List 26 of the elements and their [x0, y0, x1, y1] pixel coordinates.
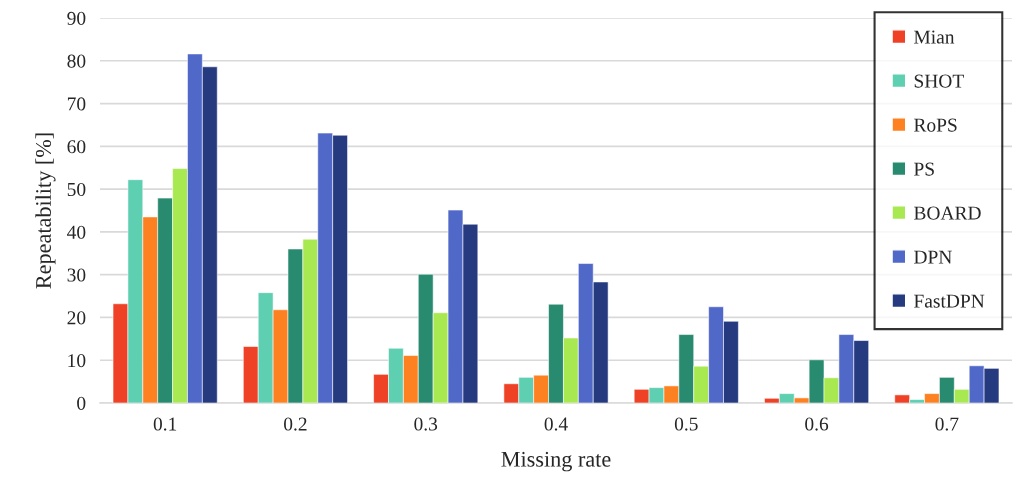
legend-label: Mian: [914, 30, 955, 44]
x-tick-label: 0.2: [284, 417, 307, 431]
x-tick-label: 0.5: [674, 417, 698, 431]
x-tick-label: 0.7: [935, 417, 959, 431]
y-tick-label: 60: [67, 140, 86, 154]
legend-label: RoPS: [914, 118, 957, 132]
x-tick-label: 0.6: [805, 417, 829, 431]
y-tick-label: 70: [67, 97, 86, 111]
y-tick-label: 40: [67, 225, 86, 239]
y-tick-label: 10: [68, 354, 86, 368]
x-tick-label: 0.3: [414, 417, 438, 431]
y-tick-label: 80: [67, 54, 86, 68]
legend-label: FastDPN: [914, 294, 985, 308]
legend-label: SHOT: [914, 74, 964, 88]
y-tick-label: 30: [67, 268, 86, 282]
y-tick-label: 0: [77, 396, 86, 410]
x-tick-label: 0.4: [544, 417, 568, 431]
x-tick-label: 0.1: [153, 417, 177, 431]
legend-label: BOARD: [914, 206, 981, 220]
legend-label: DPN: [914, 250, 952, 264]
legend-label: PS: [914, 162, 934, 176]
y-tick-label: 90: [67, 11, 86, 25]
y-tick-label: 50: [67, 182, 86, 197]
y-axis-title: Repeatability [%]: [35, 133, 56, 289]
x-axis-title: Missing rate: [501, 451, 611, 472]
y-tick-label: 20: [67, 311, 86, 325]
